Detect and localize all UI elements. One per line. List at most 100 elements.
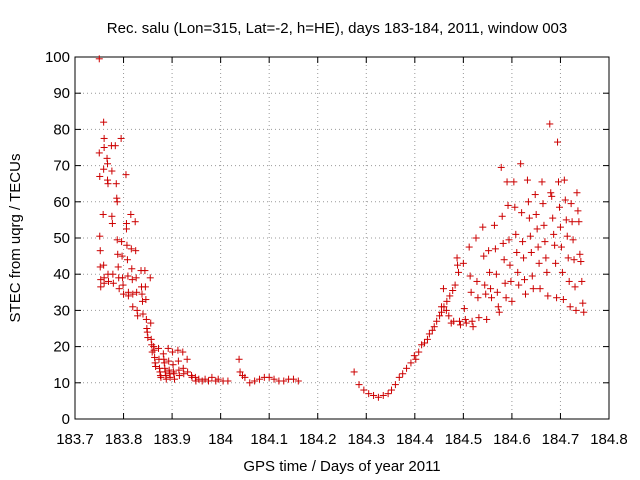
data-point bbox=[289, 375, 297, 383]
data-point bbox=[527, 248, 535, 256]
data-point bbox=[374, 393, 382, 401]
data-point bbox=[488, 294, 496, 302]
data-point bbox=[129, 303, 137, 311]
data-point bbox=[104, 180, 112, 188]
data-point bbox=[118, 252, 126, 260]
data-point bbox=[146, 274, 154, 282]
data-point bbox=[421, 339, 429, 347]
data-point bbox=[224, 377, 232, 385]
data-point bbox=[460, 305, 468, 313]
chart-title: Rec. salu (Lon=315, Lat=-2, h=HE), days … bbox=[107, 20, 567, 37]
data-point bbox=[115, 285, 123, 293]
data-point bbox=[430, 323, 438, 331]
data-point bbox=[144, 334, 152, 342]
data-point bbox=[548, 192, 556, 200]
data-point bbox=[169, 348, 177, 356]
data-point bbox=[415, 348, 423, 356]
data-point bbox=[505, 236, 513, 244]
data-point bbox=[462, 319, 470, 327]
data-point bbox=[465, 243, 473, 251]
data-point bbox=[179, 348, 187, 356]
data-point bbox=[117, 134, 125, 142]
data-point bbox=[132, 274, 140, 282]
data-point bbox=[519, 238, 527, 246]
data-point bbox=[119, 281, 127, 289]
data-point bbox=[523, 176, 531, 184]
data-point bbox=[104, 277, 112, 285]
data-point bbox=[554, 138, 562, 146]
y-tick-label: 10 bbox=[53, 375, 70, 392]
data-point bbox=[568, 218, 576, 226]
data-point bbox=[525, 214, 533, 222]
data-point bbox=[556, 223, 564, 231]
data-point bbox=[565, 277, 573, 285]
data-point bbox=[124, 292, 132, 300]
data-point bbox=[132, 247, 140, 255]
data-point bbox=[497, 163, 505, 171]
y-tick-label: 40 bbox=[53, 266, 70, 283]
data-point bbox=[109, 270, 117, 278]
data-point bbox=[455, 317, 463, 325]
data-point bbox=[492, 270, 500, 278]
data-point bbox=[174, 357, 182, 365]
data-point bbox=[395, 373, 403, 381]
data-point bbox=[572, 306, 580, 314]
data-point bbox=[418, 341, 426, 349]
data-point bbox=[499, 239, 507, 247]
x-tick-label: 184.4 bbox=[396, 431, 434, 448]
data-point bbox=[498, 212, 506, 220]
data-point bbox=[493, 288, 501, 296]
data-point bbox=[521, 276, 529, 284]
y-tick-label: 0 bbox=[62, 411, 70, 428]
data-point bbox=[510, 178, 518, 186]
data-point bbox=[480, 252, 488, 260]
data-point bbox=[472, 234, 480, 242]
data-point bbox=[123, 256, 131, 264]
data-point bbox=[129, 290, 137, 298]
data-point bbox=[100, 144, 108, 151]
data-point bbox=[270, 375, 278, 383]
data-point bbox=[528, 272, 536, 280]
axis-ticks bbox=[74, 56, 610, 420]
data-point bbox=[473, 277, 481, 285]
data-point bbox=[384, 390, 392, 398]
data-point bbox=[540, 221, 548, 229]
data-point bbox=[514, 268, 522, 276]
data-point bbox=[512, 230, 520, 238]
data-point bbox=[180, 370, 188, 378]
data-point bbox=[111, 142, 119, 150]
data-point bbox=[141, 283, 149, 291]
y-tick-label: 100 bbox=[45, 49, 70, 66]
data-point bbox=[425, 330, 433, 338]
data-point bbox=[241, 373, 249, 381]
data-point bbox=[566, 303, 574, 311]
data-point bbox=[96, 247, 104, 255]
x-tick-label: 183.8 bbox=[105, 431, 143, 448]
data-point bbox=[490, 221, 498, 229]
data-point bbox=[100, 134, 108, 142]
data-point bbox=[580, 308, 588, 316]
data-point bbox=[133, 288, 141, 296]
data-point bbox=[573, 189, 581, 197]
data-point bbox=[539, 200, 547, 208]
data-point bbox=[118, 238, 126, 246]
data-point bbox=[502, 294, 510, 302]
data-point bbox=[552, 259, 560, 267]
data-point bbox=[534, 243, 542, 251]
data-point bbox=[466, 272, 474, 280]
x-tick-label: 184.6 bbox=[493, 431, 531, 448]
data-point bbox=[524, 198, 532, 206]
data-point bbox=[154, 344, 162, 352]
data-point bbox=[439, 285, 447, 293]
data-point bbox=[485, 247, 493, 255]
data-point bbox=[365, 390, 373, 398]
data-point bbox=[433, 317, 441, 325]
data-point bbox=[255, 375, 263, 383]
data-point bbox=[128, 276, 136, 284]
y-tick-label: 70 bbox=[53, 158, 70, 175]
data-point bbox=[195, 375, 203, 383]
data-point bbox=[147, 319, 155, 327]
data-point bbox=[544, 292, 552, 300]
data-point bbox=[579, 299, 587, 307]
data-point bbox=[575, 218, 583, 226]
